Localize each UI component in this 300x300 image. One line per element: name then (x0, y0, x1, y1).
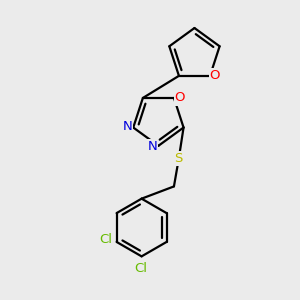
Text: O: O (210, 69, 220, 82)
Text: S: S (175, 152, 183, 165)
Text: Cl: Cl (134, 262, 147, 275)
Text: N: N (122, 120, 132, 133)
Text: N: N (148, 140, 157, 154)
Text: O: O (175, 92, 185, 104)
Text: Cl: Cl (99, 233, 112, 246)
